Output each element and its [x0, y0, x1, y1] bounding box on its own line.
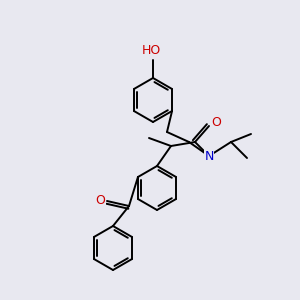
Text: HO: HO	[141, 44, 160, 58]
Text: N: N	[204, 149, 214, 163]
Text: O: O	[211, 116, 221, 128]
Text: O: O	[95, 194, 105, 208]
